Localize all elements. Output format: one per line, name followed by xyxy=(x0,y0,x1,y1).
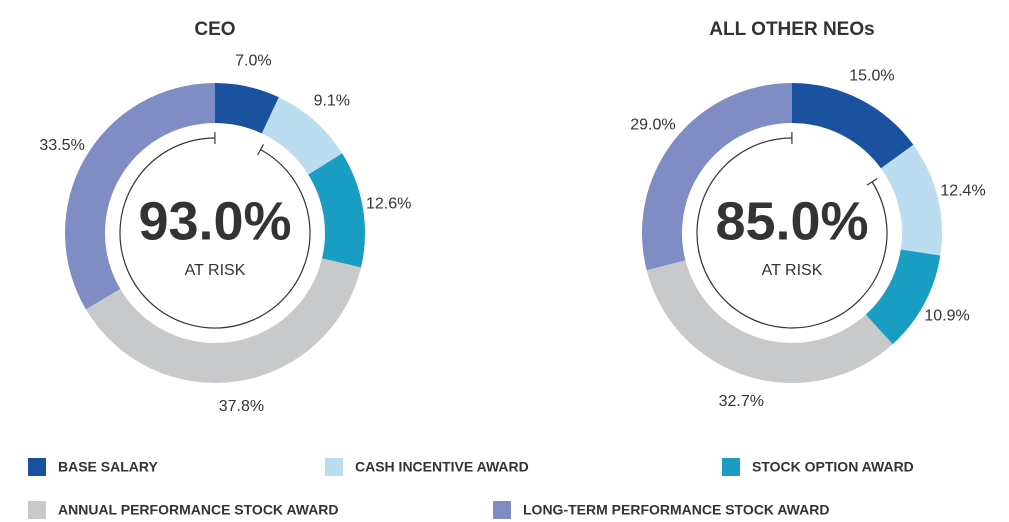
center-value: 93.0% xyxy=(138,191,291,251)
data-label: 33.5% xyxy=(39,137,84,154)
data-label: 10.9% xyxy=(924,308,969,325)
arc-tick xyxy=(257,144,264,156)
data-label: 15.0% xyxy=(849,67,894,84)
donut-segment xyxy=(646,260,893,383)
donut-segment xyxy=(64,82,215,310)
chart-title: ALL OTHER NEOs xyxy=(709,19,874,40)
at-risk-arc xyxy=(696,137,888,329)
at-risk-arc xyxy=(119,137,311,329)
data-label: 29.0% xyxy=(630,116,675,133)
legend-swatch xyxy=(28,458,46,476)
legend-swatch xyxy=(722,458,740,476)
center-value: 85.0% xyxy=(715,191,868,251)
donut-segment xyxy=(880,144,942,256)
legend-label: ANNUAL PERFORMANCE STOCK AWARD xyxy=(58,502,339,518)
legend-label: LONG-TERM PERFORMANCE STOCK AWARD xyxy=(523,502,829,518)
data-label: 32.7% xyxy=(719,393,764,410)
legend-swatch xyxy=(325,458,343,476)
data-label: 12.6% xyxy=(366,196,411,213)
data-label: 12.4% xyxy=(940,183,985,200)
donut-segment xyxy=(642,83,792,271)
data-label: 9.1% xyxy=(314,93,350,110)
donut-segment xyxy=(261,97,343,175)
donut-segment xyxy=(85,258,361,383)
legend-swatch xyxy=(28,501,46,519)
data-label: 7.0% xyxy=(235,52,271,69)
center-label: AT RISK xyxy=(762,262,823,279)
donut-segment xyxy=(215,83,279,134)
legend-label: STOCK OPTION AWARD xyxy=(752,459,914,475)
chart-title: CEO xyxy=(194,19,235,40)
donut-segment xyxy=(308,153,366,268)
legend-label: CASH INCENTIVE AWARD xyxy=(355,459,529,475)
donut-segment xyxy=(865,249,941,345)
legend-label: BASE SALARY xyxy=(58,459,158,475)
arc-tick xyxy=(866,178,878,186)
data-label: 37.8% xyxy=(219,398,264,415)
center-label: AT RISK xyxy=(185,262,246,279)
donut-segment xyxy=(792,83,914,169)
legend-swatch xyxy=(493,501,511,519)
